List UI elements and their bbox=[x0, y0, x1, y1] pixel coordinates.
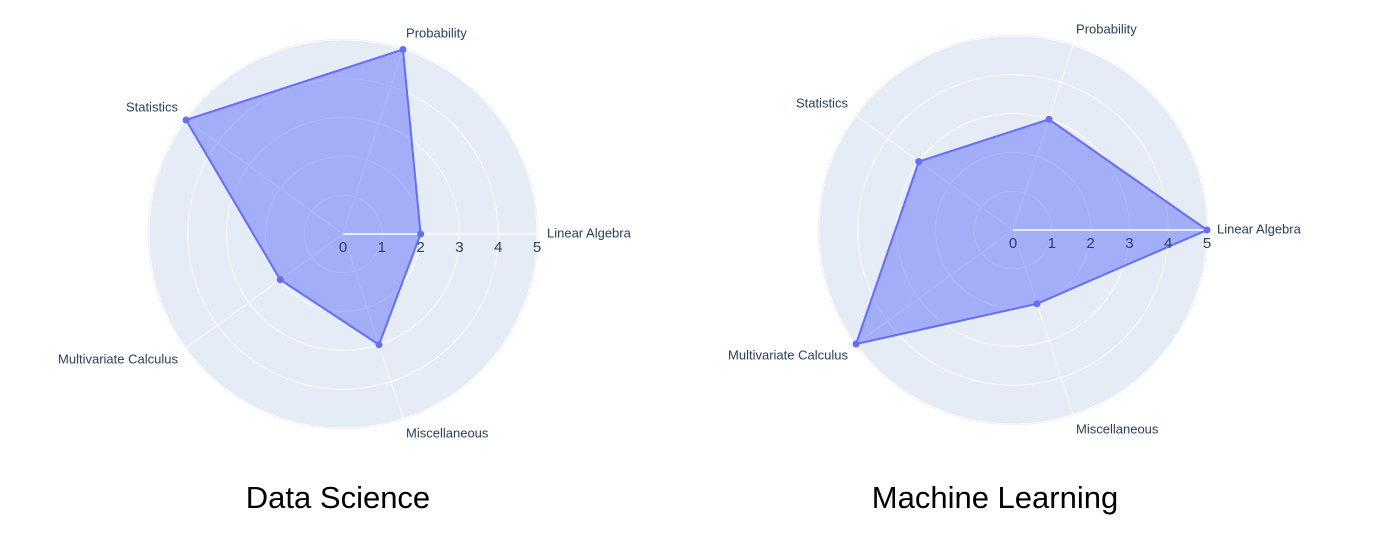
radar-point bbox=[417, 230, 425, 238]
radar-chart: 0 1 2 3 4 5 Linear Algebra Probability Statistic… bbox=[728, 21, 1302, 515]
radar-point bbox=[852, 340, 860, 348]
category-label: Miscellaneous bbox=[1076, 421, 1159, 436]
radial-tick-label: 3 bbox=[455, 239, 463, 256]
radial-tick-label: 5 bbox=[533, 239, 541, 256]
radar-point bbox=[1203, 226, 1211, 234]
radar-point bbox=[399, 45, 407, 53]
radar-point bbox=[182, 116, 190, 124]
category-label: Multivariate Calculus bbox=[58, 351, 178, 366]
radar-point bbox=[915, 158, 923, 166]
radar-point bbox=[1033, 300, 1041, 308]
radar-area bbox=[854, 118, 1210, 346]
radar-point bbox=[1045, 115, 1053, 123]
radar-area bbox=[184, 48, 422, 347]
radar-point bbox=[276, 276, 284, 284]
radar-point bbox=[375, 341, 383, 349]
radial-tick-label: 1 bbox=[1048, 235, 1056, 252]
category-label: Multivariate Calculus bbox=[728, 347, 848, 362]
category-label: Statistics bbox=[796, 96, 849, 111]
category-label: Statistics bbox=[126, 100, 179, 115]
radial-tick-label: 1 bbox=[378, 239, 386, 256]
category-label: Probability bbox=[406, 25, 467, 40]
chart-title: Data Science bbox=[246, 480, 430, 515]
radial-tick-label: 0 bbox=[1009, 235, 1017, 252]
radial-tick-label: 0 bbox=[339, 239, 347, 256]
radar-chart: 0 1 2 3 4 5 Linear Algebra Probability Statistic… bbox=[58, 25, 632, 515]
radial-tick-label: 2 bbox=[416, 239, 424, 256]
radial-tick-label: 4 bbox=[494, 239, 502, 256]
category-label: Linear Algebra bbox=[1217, 221, 1302, 236]
category-label: Probability bbox=[1076, 21, 1137, 36]
chart-title: Machine Learning bbox=[872, 480, 1118, 515]
radial-tick-label: 3 bbox=[1125, 235, 1133, 252]
radial-tick-label: 4 bbox=[1164, 235, 1172, 252]
radial-tick-label: 5 bbox=[1203, 235, 1211, 252]
category-label: Linear Algebra bbox=[547, 225, 632, 240]
radial-tick-label: 2 bbox=[1086, 235, 1094, 252]
category-label: Miscellaneous bbox=[406, 425, 489, 440]
